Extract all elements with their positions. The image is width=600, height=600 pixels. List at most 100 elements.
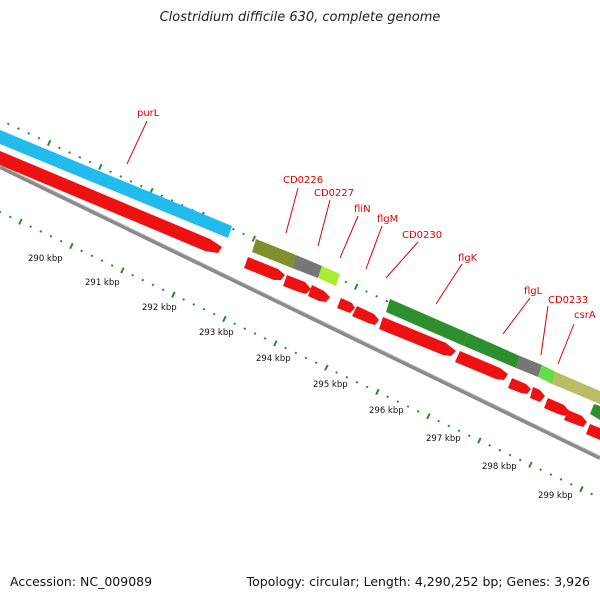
- scale-minor-tick: [457, 429, 461, 433]
- minor-tick: [17, 127, 20, 130]
- scale-major-tick: [222, 315, 227, 323]
- scale-major-tick: [273, 340, 278, 347]
- scale-minor-tick: [263, 337, 267, 340]
- scale-minor-tick: [100, 259, 104, 262]
- scale-major-tick: [18, 218, 23, 225]
- minor-tick: [242, 232, 245, 236]
- scale-minor-tick: [467, 434, 471, 438]
- kbp-label-293: 293 kbp: [199, 328, 234, 338]
- gene-flgL-green[interactable]: [464, 333, 520, 368]
- forward-strand-features: [0, 130, 600, 420]
- gene-fliN-yellow-green[interactable]: [318, 266, 340, 286]
- cds-red-12[interactable]: [564, 410, 587, 427]
- scale-minor-tick: [314, 361, 318, 365]
- cds-red-8[interactable]: [455, 351, 508, 380]
- cds-red-7[interactable]: [379, 317, 456, 356]
- cds-red-13[interactable]: [586, 424, 600, 440]
- minor-tick: [385, 299, 389, 303]
- kbp-label-295: 295 kbp: [313, 380, 348, 390]
- scale-major-tick: [477, 437, 482, 444]
- gene-label-CD0233[interactable]: CD0233: [548, 295, 588, 306]
- scale-minor-tick: [110, 264, 114, 267]
- kbp-label-299: 299 kbp: [538, 491, 573, 501]
- gene-khaki-edge[interactable]: [552, 372, 600, 404]
- scale-minor-tick: [437, 419, 440, 423]
- minor-tick: [344, 280, 348, 284]
- cds-red-4[interactable]: [308, 285, 330, 302]
- minor-tick: [88, 160, 92, 164]
- scale-minor-tick: [151, 283, 155, 287]
- minor-tick: [129, 179, 133, 183]
- cds-red-3[interactable]: [283, 275, 311, 294]
- cds-red-1[interactable]: [0, 151, 222, 253]
- scale-minor-tick: [29, 225, 32, 228]
- scale-minor-tick: [335, 371, 338, 374]
- scale-minor-tick: [365, 385, 369, 389]
- gene-flgK-green[interactable]: [386, 299, 468, 346]
- gene-label-flgK[interactable]: flgK: [458, 253, 478, 264]
- gene-labels: purL CD0226 CD0227 fliN flgM CD0230 flgK…: [137, 108, 596, 321]
- scale-minor-tick: [192, 303, 196, 306]
- major-tick: [353, 283, 359, 290]
- minor-tick: [375, 294, 378, 298]
- gene-label-leaders: [126, 120, 575, 365]
- minor-tick: [365, 290, 368, 293]
- scale-minor-tick: [345, 375, 349, 379]
- gene-label-CD0230[interactable]: CD0230: [402, 230, 442, 241]
- gene-green-edge[interactable]: [590, 404, 600, 420]
- minor-tick: [37, 136, 41, 140]
- gene-CD0233-gray[interactable]: [516, 356, 542, 377]
- scale-minor-tick: [304, 356, 308, 360]
- scale-minor-tick: [90, 254, 94, 258]
- scale-minor-tick: [233, 322, 236, 326]
- minor-tick: [58, 146, 61, 150]
- kbp-label-294: 294 kbp: [256, 354, 291, 364]
- cds-red-9[interactable]: [508, 378, 531, 394]
- gene-label-CD0227[interactable]: CD0227: [314, 188, 354, 199]
- scale-minor-tick: [202, 307, 206, 311]
- scale-minor-tick: [498, 448, 502, 452]
- minor-tick: [27, 132, 31, 135]
- gene-csrA-light-green[interactable]: [538, 365, 556, 384]
- kbp-label-298: 298 kbp: [482, 462, 517, 472]
- scale-minor-tick: [518, 458, 522, 462]
- gene-label-flgM[interactable]: flgM: [377, 214, 398, 225]
- cds-red-10[interactable]: [530, 387, 545, 402]
- scale-minor-tick: [39, 230, 43, 233]
- scale-minor-tick: [212, 312, 216, 316]
- cds-red-6[interactable]: [352, 306, 379, 325]
- cds-red-5[interactable]: [337, 298, 355, 313]
- gene-label-purL[interactable]: purL: [137, 108, 160, 119]
- minor-tick: [160, 194, 164, 198]
- scale-minor-tick: [131, 273, 134, 277]
- gene-purL-light-blue[interactable]: [0, 130, 232, 238]
- kbp-label-297: 297 kbp: [426, 434, 461, 444]
- gene-CD0227-gray[interactable]: [292, 255, 322, 278]
- tick-marks-scale: [0, 210, 593, 496]
- minor-tick: [139, 184, 143, 188]
- gene-CD0226-olive[interactable]: [252, 239, 296, 268]
- cds-features: [0, 151, 600, 440]
- major-tick: [251, 235, 257, 242]
- gene-label-CD0226[interactable]: CD0226: [283, 175, 323, 186]
- scale-minor-tick: [386, 395, 389, 399]
- scale-major-tick: [171, 291, 176, 298]
- gene-label-fliN[interactable]: fliN: [354, 204, 371, 215]
- map-title: Clostridium difficile 630, complete geno…: [159, 10, 441, 25]
- scale-minor-tick: [8, 215, 12, 219]
- cds-red-2[interactable]: [244, 257, 285, 280]
- scale-minor-tick: [569, 482, 573, 486]
- gene-label-flgL[interactable]: flgL: [524, 286, 543, 297]
- scale-minor-tick: [508, 453, 512, 457]
- gene-label-csrA[interactable]: csrA: [574, 310, 596, 321]
- accession-text: Accession: NC_009089: [10, 574, 153, 589]
- scale-minor-tick: [559, 478, 563, 481]
- scale-major-tick: [375, 388, 380, 396]
- genome-summary-text: Topology: circular; Length: 4,290,252 bp…: [246, 574, 590, 589]
- scale-major-tick: [69, 242, 74, 250]
- kbp-label-292: 292 kbp: [142, 303, 177, 313]
- scale-minor-tick: [49, 234, 53, 238]
- cds-red-11[interactable]: [544, 398, 569, 416]
- scale-minor-tick: [590, 492, 593, 496]
